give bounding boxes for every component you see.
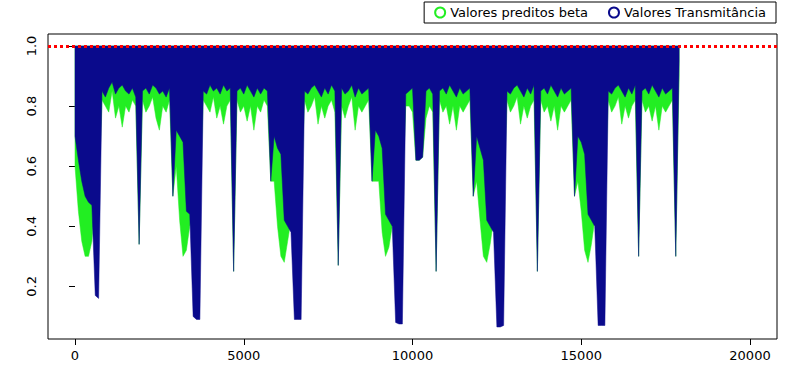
svg-text:Valores preditos beta: Valores preditos beta — [450, 5, 588, 20]
svg-text:0.8: 0.8 — [24, 96, 39, 117]
svg-text:5000: 5000 — [227, 348, 260, 363]
svg-text:20000: 20000 — [729, 348, 770, 363]
svg-text:0: 0 — [71, 348, 79, 363]
svg-text:0.6: 0.6 — [24, 156, 39, 177]
svg-text:Valores Transmitância: Valores Transmitância — [624, 5, 766, 20]
svg-text:0.2: 0.2 — [24, 276, 39, 297]
svg-text:10000: 10000 — [392, 348, 433, 363]
svg-text:0.4: 0.4 — [24, 216, 39, 237]
svg-text:1.0: 1.0 — [24, 36, 39, 57]
svg-text:15000: 15000 — [561, 348, 602, 363]
